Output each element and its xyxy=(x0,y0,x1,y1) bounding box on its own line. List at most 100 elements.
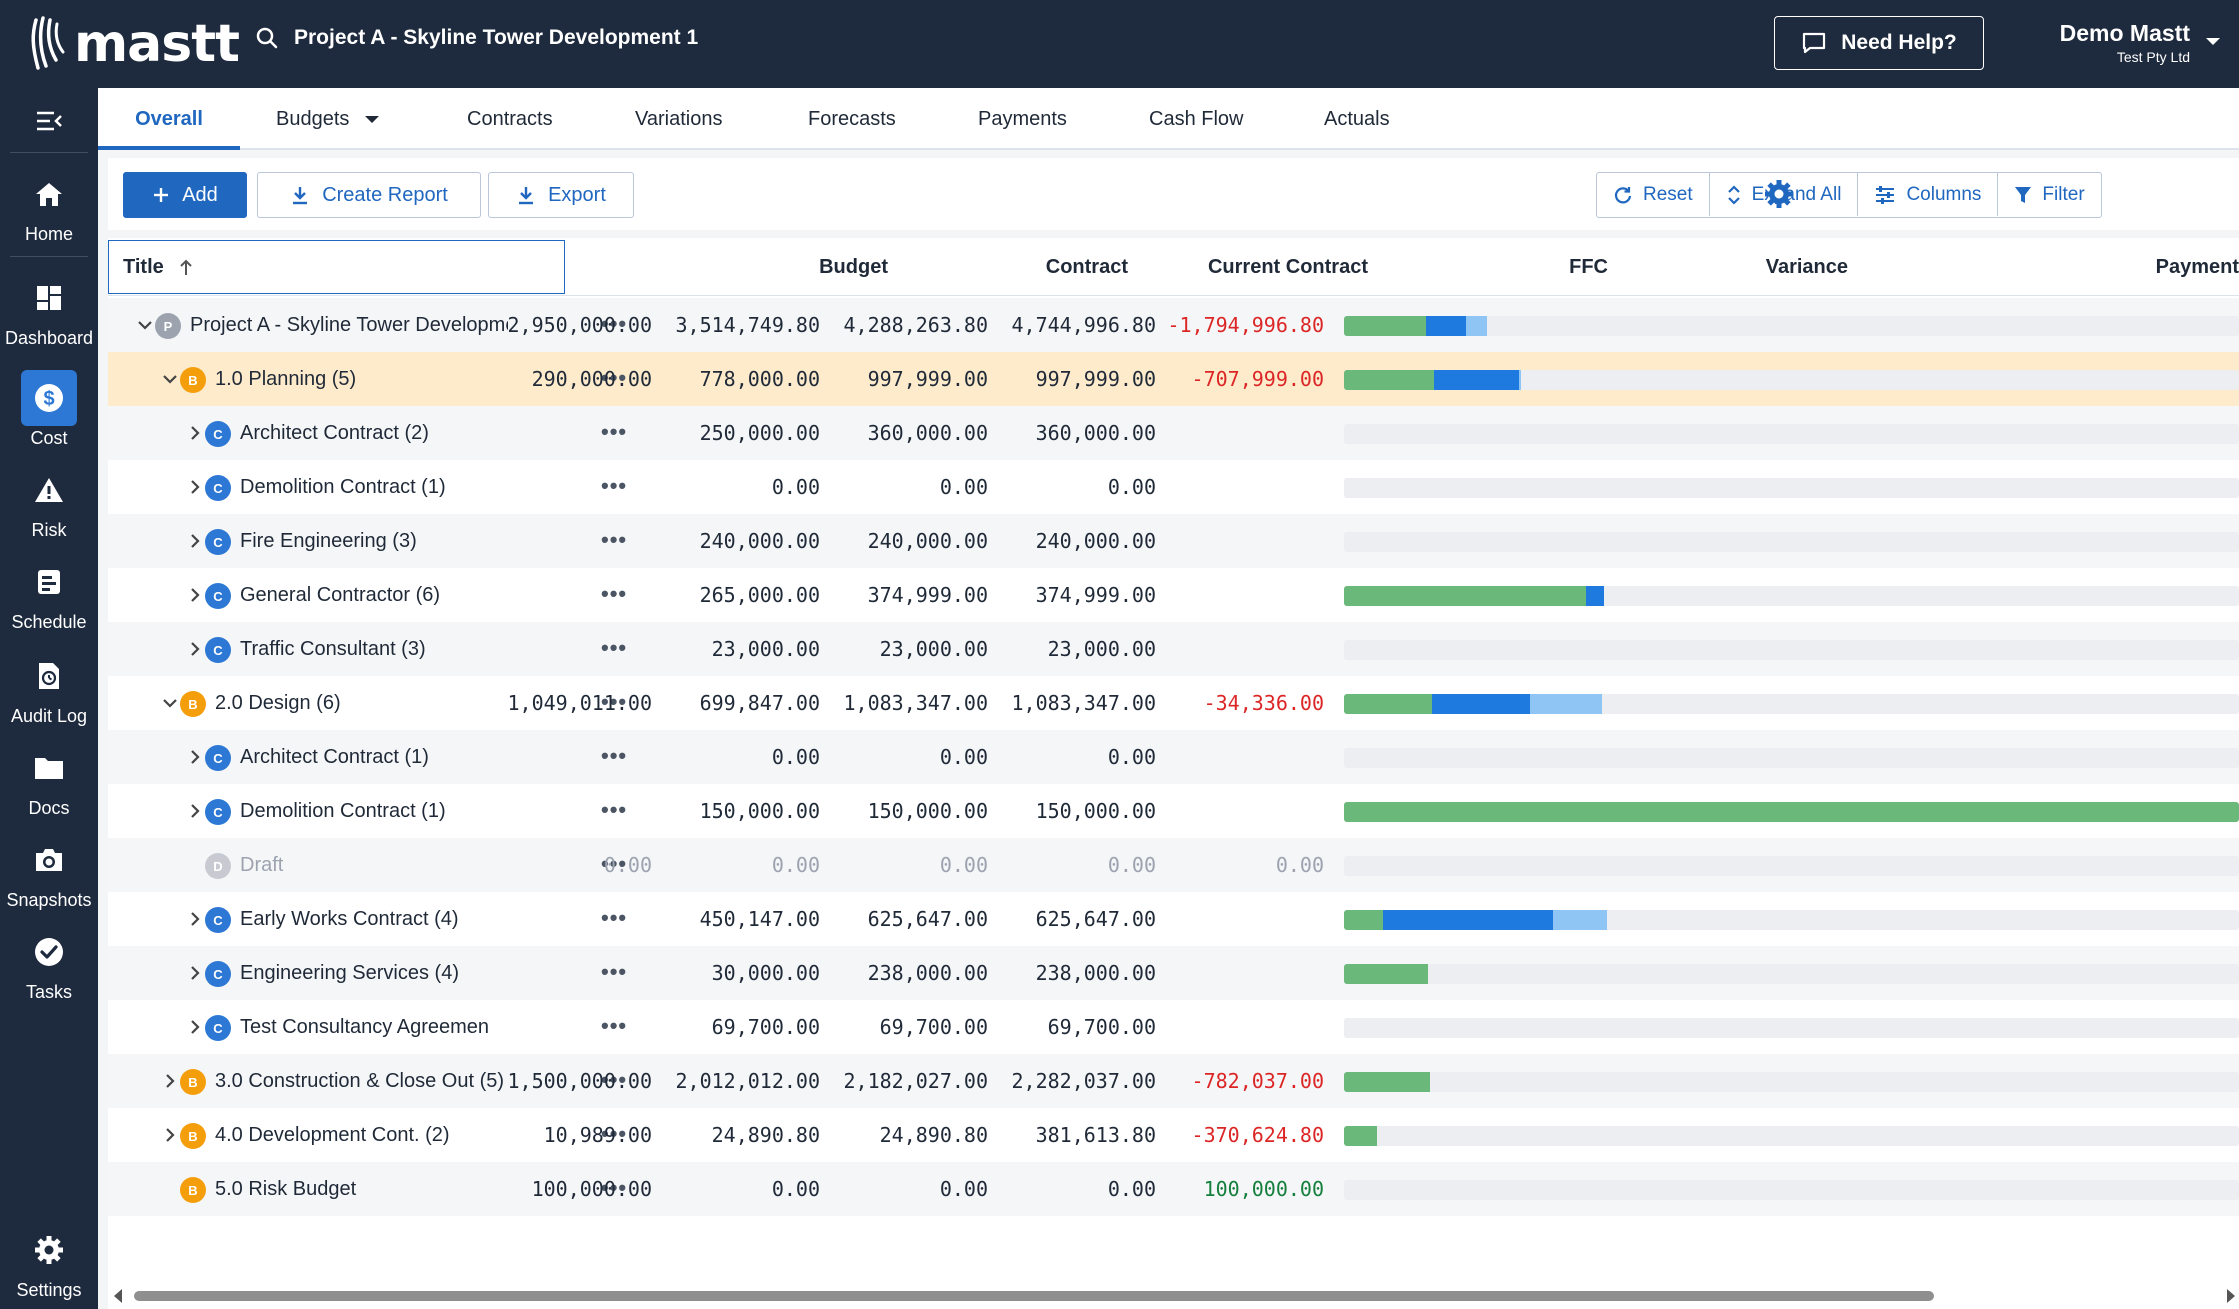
column-header-budget[interactable]: Budget xyxy=(819,256,888,278)
sidebar-item-tasks[interactable]: Tasks xyxy=(0,924,98,1003)
table-row[interactable]: C Engineering Services (4) ••• 30,000.00 238… xyxy=(108,946,2239,1000)
row-title[interactable]: Draft xyxy=(240,854,284,876)
user-menu[interactable]: Demo Mastt Test Pty Ltd xyxy=(2030,20,2220,65)
column-header-contract[interactable]: Contract xyxy=(1045,256,1128,278)
sidebar-item-settings[interactable]: Settings xyxy=(0,1222,98,1301)
table-row[interactable]: B 5.0 Risk Budget ••• 100,000.00 0.00 0.00 0.0… xyxy=(108,1162,2239,1216)
tab-cash-flow[interactable]: Cash Flow xyxy=(1149,108,1244,130)
table-row[interactable]: B 2.0 Design (6) ••• 1,049,011.00 699,847.00… xyxy=(108,676,2239,730)
row-title[interactable]: Demolition Contract (1) xyxy=(240,800,446,822)
chevron-right-icon[interactable] xyxy=(185,963,205,983)
filter-button[interactable]: Filter xyxy=(1998,173,2100,216)
row-actions-more-icon[interactable]: ••• xyxy=(601,1175,628,1200)
sidebar-item-docs[interactable]: Docs xyxy=(0,740,98,819)
chevron-right-icon[interactable] xyxy=(185,909,205,929)
sidebar-item-risk[interactable]: Risk xyxy=(0,462,98,541)
row-actions-more-icon[interactable]: ••• xyxy=(601,851,628,876)
scrollbar-thumb[interactable] xyxy=(134,1291,1934,1301)
row-actions-more-icon[interactable]: ••• xyxy=(601,959,628,984)
row-title[interactable]: 3.0 Construction & Close Out (5) xyxy=(215,1070,505,1092)
sidebar-item-cost[interactable]: $ Cost xyxy=(0,370,98,449)
chevron-right-icon[interactable] xyxy=(185,585,205,605)
grid-settings-gear-icon[interactable] xyxy=(1763,178,1795,210)
tab-actuals[interactable]: Actuals xyxy=(1324,108,1390,130)
table-row[interactable]: C Architect Contract (2) ••• 250,000.00 360,… xyxy=(108,406,2239,460)
row-actions-more-icon[interactable]: ••• xyxy=(601,527,628,552)
scroll-left-arrow-icon[interactable] xyxy=(114,1289,122,1303)
sidebar-item-schedule[interactable]: Schedule xyxy=(0,554,98,633)
table-row[interactable]: C General Contractor (6) ••• 265,000.00 374,… xyxy=(108,568,2239,622)
chevron-down-icon[interactable] xyxy=(160,693,180,713)
mastt-logo[interactable]: mastt xyxy=(30,14,240,74)
project-switcher[interactable]: Project A - Skyline Tower Development 1 xyxy=(256,26,698,50)
row-actions-more-icon[interactable]: ••• xyxy=(601,743,628,768)
column-header-payment[interactable]: Payment xyxy=(2155,256,2239,278)
row-actions-more-icon[interactable]: ••• xyxy=(601,689,628,714)
row-title[interactable]: Demolition Contract (1) xyxy=(240,476,446,498)
row-actions-more-icon[interactable]: ••• xyxy=(601,311,628,336)
chevron-right-icon[interactable] xyxy=(185,747,205,767)
chevron-down-icon[interactable] xyxy=(135,315,155,335)
table-row[interactable]: C Test Consultancy Agreemen ••• 69,700.00 69… xyxy=(108,1000,2239,1054)
row-actions-more-icon[interactable]: ••• xyxy=(601,1067,628,1092)
row-title[interactable]: Test Consultancy Agreemen xyxy=(240,1016,490,1038)
tab-payments[interactable]: Payments xyxy=(978,108,1067,130)
sidebar-item-home[interactable]: Home xyxy=(0,166,98,245)
row-title[interactable]: Engineering Services (4) xyxy=(240,962,459,984)
chevron-right-icon[interactable] xyxy=(185,423,205,443)
row-actions-more-icon[interactable]: ••• xyxy=(601,1013,628,1038)
table-row[interactable]: P Project A - Skyline Tower Developme ••• 2… xyxy=(108,298,2239,352)
row-actions-more-icon[interactable]: ••• xyxy=(601,797,628,822)
row-title[interactable]: 2.0 Design (6) xyxy=(215,692,341,714)
chevron-right-icon[interactable] xyxy=(185,477,205,497)
table-row[interactable]: C Demolition Contract (1) ••• 150,000.00 150… xyxy=(108,784,2239,838)
table-row[interactable]: C Early Works Contract (4) ••• 450,147.00 62… xyxy=(108,892,2239,946)
row-title[interactable]: Architect Contract (1) xyxy=(240,746,429,768)
columns-button[interactable]: Columns xyxy=(1858,173,1999,216)
row-title[interactable]: General Contractor (6) xyxy=(240,584,441,606)
reset-button[interactable]: Reset xyxy=(1597,173,1710,216)
column-header-variance[interactable]: Variance xyxy=(1765,256,1848,278)
tab-forecasts[interactable]: Forecasts xyxy=(808,108,896,130)
row-actions-more-icon[interactable]: ••• xyxy=(601,1121,628,1146)
tab-budgets[interactable]: Budgets xyxy=(276,88,380,150)
tab-contracts[interactable]: Contracts xyxy=(467,108,553,130)
export-button[interactable]: Export xyxy=(488,172,634,218)
row-title[interactable]: Early Works Contract (4) xyxy=(240,908,459,930)
scroll-right-arrow-icon[interactable] xyxy=(2227,1289,2235,1303)
tab-overall[interactable]: Overall xyxy=(98,88,240,150)
row-actions-more-icon[interactable]: ••• xyxy=(601,581,628,606)
table-row[interactable]: B 1.0 Planning (5) ••• 290,000.00 778,000.00… xyxy=(108,352,2239,406)
table-row[interactable]: D Draft ••• 0.00 0.00 0.00 0.00 0.00 xyxy=(108,838,2239,892)
row-actions-more-icon[interactable]: ••• xyxy=(601,905,628,930)
create-report-button[interactable]: Create Report xyxy=(257,172,481,218)
table-row[interactable]: B 4.0 Development Cont. (2) ••• 10,989.00 24… xyxy=(108,1108,2239,1162)
chevron-right-icon[interactable] xyxy=(185,531,205,551)
chevron-right-icon[interactable] xyxy=(160,1071,180,1091)
table-row[interactable]: B 3.0 Construction & Close Out (5) ••• 1,50… xyxy=(108,1054,2239,1108)
table-row[interactable]: C Demolition Contract (1) ••• 0.00 0.00 0.00 xyxy=(108,460,2239,514)
collapse-sidebar-icon[interactable] xyxy=(34,106,64,136)
column-header-ffc[interactable]: FFC xyxy=(1569,256,1608,278)
chevron-right-icon[interactable] xyxy=(185,639,205,659)
row-actions-more-icon[interactable]: ••• xyxy=(601,365,628,390)
need-help-button[interactable]: Need Help? xyxy=(1774,16,1984,70)
row-title[interactable]: 1.0 Planning (5) xyxy=(215,368,357,390)
chevron-right-icon[interactable] xyxy=(185,1017,205,1037)
chevron-down-icon[interactable] xyxy=(160,369,180,389)
add-button[interactable]: Add xyxy=(123,172,247,218)
column-header-title[interactable]: Title xyxy=(108,240,565,294)
row-title[interactable]: Traffic Consultant (3) xyxy=(240,638,426,660)
row-actions-more-icon[interactable]: ••• xyxy=(601,419,628,444)
row-title[interactable]: Project A - Skyline Tower Developme xyxy=(190,314,508,336)
table-row[interactable]: C Traffic Consultant (3) ••• 23,000.00 23,00… xyxy=(108,622,2239,676)
horizontal-scrollbar[interactable] xyxy=(108,1281,2239,1309)
chevron-right-icon[interactable] xyxy=(160,1125,180,1145)
row-title[interactable]: 4.0 Development Cont. (2) xyxy=(215,1124,450,1146)
row-title[interactable]: Architect Contract (2) xyxy=(240,422,429,444)
row-title[interactable]: Fire Engineering (3) xyxy=(240,530,417,552)
row-actions-more-icon[interactable]: ••• xyxy=(601,473,628,498)
column-header-current-contract[interactable]: Current Contract xyxy=(1207,256,1368,278)
table-row[interactable]: C Fire Engineering (3) ••• 240,000.00 240,00… xyxy=(108,514,2239,568)
sidebar-item-snapshots[interactable]: Snapshots xyxy=(0,832,98,911)
